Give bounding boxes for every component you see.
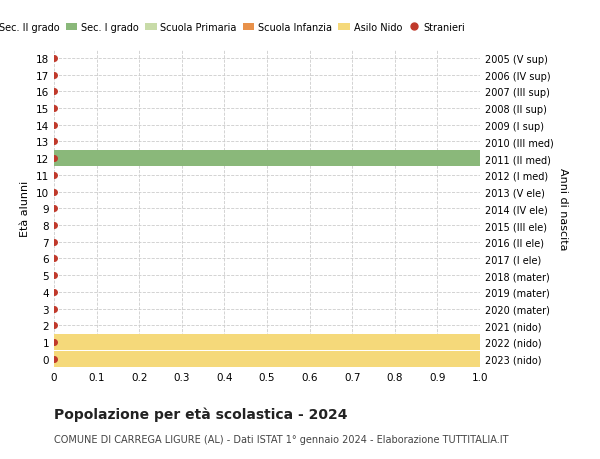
Text: COMUNE DI CARREGA LIGURE (AL) - Dati ISTAT 1° gennaio 2024 - Elaborazione TUTTIT: COMUNE DI CARREGA LIGURE (AL) - Dati IST… xyxy=(54,434,509,444)
Bar xyxy=(54,334,480,350)
Bar xyxy=(54,151,480,167)
Bar xyxy=(54,351,480,367)
Y-axis label: Età alunni: Età alunni xyxy=(20,181,31,237)
Text: Popolazione per età scolastica - 2024: Popolazione per età scolastica - 2024 xyxy=(54,406,347,421)
Y-axis label: Anni di nascita: Anni di nascita xyxy=(557,168,568,250)
Legend: Sec. II grado, Sec. I grado, Scuola Primaria, Scuola Infanzia, Asilo Nido, Stran: Sec. II grado, Sec. I grado, Scuola Prim… xyxy=(0,19,469,37)
